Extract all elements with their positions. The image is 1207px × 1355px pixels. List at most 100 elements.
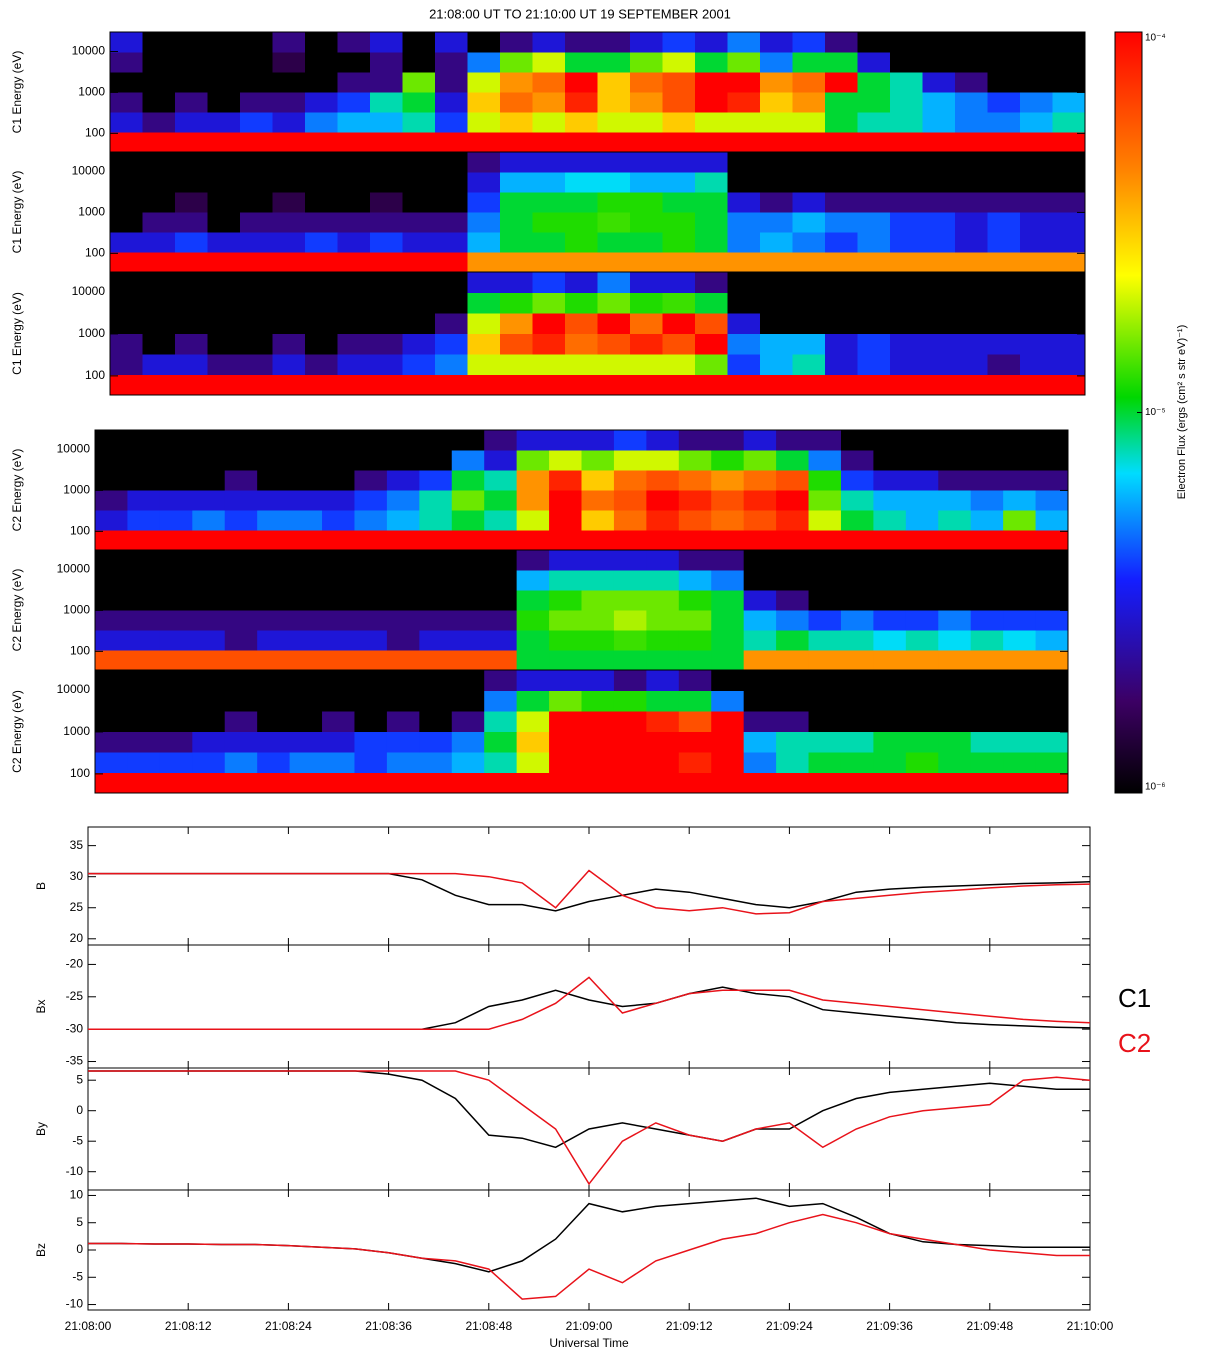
heatmap-cell	[484, 711, 518, 732]
heatmap-cell	[142, 232, 176, 253]
heatmap-cell	[322, 772, 355, 794]
heatmap-cell	[695, 192, 728, 213]
heatmap-cell	[354, 550, 388, 571]
heatmap-cell	[322, 570, 355, 591]
y-tick-label: 5	[76, 1215, 83, 1229]
heatmap-cell	[905, 650, 939, 671]
heatmap-cell	[337, 333, 371, 355]
heatmap-cell	[337, 172, 371, 193]
heatmap-cell	[1003, 711, 1037, 732]
heatmap-cell	[1035, 650, 1069, 671]
heatmap-cell	[451, 670, 485, 691]
heatmap-cell	[1003, 490, 1037, 511]
heatmap-cell	[825, 374, 858, 396]
heatmap-cell	[435, 172, 468, 193]
y-axis-label: B	[34, 882, 48, 890]
heatmap-cell	[207, 374, 241, 396]
heatmap-cell	[970, 450, 1004, 471]
heatmap-cell	[743, 430, 777, 451]
heatmap-cell	[175, 212, 208, 233]
heatmap-cell	[955, 333, 988, 355]
y-tick-label: 10000	[57, 562, 91, 576]
heatmap-cell	[484, 490, 518, 511]
heatmap-cell	[955, 112, 988, 133]
heatmap-cell	[159, 510, 193, 531]
heatmap-cell	[532, 232, 566, 253]
heatmap-cell	[808, 752, 842, 773]
heatmap-cell	[840, 510, 874, 531]
heatmap-cell	[970, 752, 1004, 773]
heatmap-cell	[322, 430, 355, 451]
heatmap-cell	[354, 470, 388, 491]
heatmap-cell	[1052, 192, 1086, 213]
heatmap-cell	[386, 430, 420, 451]
heatmap-cell	[662, 112, 696, 133]
y-tick-label: 30	[70, 869, 84, 883]
heatmap-cell	[386, 550, 420, 571]
heatmap-cell	[467, 132, 501, 153]
heatmap-cell	[127, 470, 161, 491]
heatmap-cell	[890, 252, 923, 273]
heatmap-cell	[305, 192, 338, 213]
heatmap-cell	[354, 772, 388, 794]
heatmap-cell	[289, 711, 323, 732]
heatmap-cell	[175, 92, 208, 113]
heatmap-cell	[532, 272, 566, 293]
heatmap-cell	[922, 112, 956, 133]
heatmap-cell	[857, 292, 891, 314]
heatmap-cell	[581, 610, 615, 631]
heatmap-cell	[565, 92, 598, 113]
heatmap-cell	[905, 752, 939, 773]
heatmap-cell	[435, 354, 468, 375]
heatmap-cell	[792, 272, 826, 293]
heatmap-cell	[224, 530, 258, 551]
heatmap-cell	[532, 32, 566, 53]
heatmap-cell	[240, 252, 273, 273]
heatmap-cell	[95, 752, 128, 773]
heatmap-cell	[597, 232, 631, 253]
heatmap-cell	[662, 32, 696, 53]
heatmap-cell	[630, 192, 663, 213]
heatmap-cell	[516, 650, 550, 671]
heatmap-cell	[402, 52, 436, 73]
y-axis-label: Bz	[34, 1243, 48, 1257]
y-axis-label: By	[34, 1122, 48, 1136]
heatmap-cell	[549, 731, 582, 753]
heatmap-cell	[192, 752, 226, 773]
heatmap-cell	[857, 172, 891, 193]
y-tick-label: 100	[85, 246, 105, 260]
heatmap-cell	[987, 92, 1021, 113]
heatmap-cell	[386, 490, 420, 511]
heatmap-cell	[451, 570, 485, 591]
heatmap-cell	[240, 333, 273, 355]
heatmap-cell	[760, 272, 793, 293]
heatmap-cell	[500, 252, 533, 273]
heatmap-cell	[272, 313, 306, 334]
heatmap-cell	[905, 711, 939, 732]
heatmap-cell	[110, 92, 143, 113]
heatmap-cell	[711, 530, 745, 551]
colorbar-tick-label: 10⁻⁴	[1145, 33, 1166, 44]
heatmap-cell	[711, 470, 745, 491]
heatmap-cell	[402, 272, 436, 293]
series-line	[88, 1213, 1090, 1300]
heatmap-cell	[1003, 752, 1037, 773]
heatmap-cell	[776, 450, 810, 471]
heatmap-cell	[337, 272, 371, 293]
heatmap-cell	[890, 374, 923, 396]
heatmap-cell	[354, 690, 388, 712]
heatmap-cell	[678, 752, 712, 773]
heatmap-cell	[1003, 590, 1037, 611]
heatmap-cell	[873, 510, 907, 531]
heatmap-cell	[257, 510, 291, 531]
heatmap-cell	[662, 313, 696, 334]
heatmap-cell	[630, 212, 663, 233]
heatmap-cell	[678, 650, 712, 671]
heatmap-cell	[970, 490, 1004, 511]
heatmap-cell	[192, 570, 226, 591]
heatmap-cell	[695, 354, 728, 375]
heatmap-cell	[905, 450, 939, 471]
heatmap-cell	[289, 490, 323, 511]
heatmap-cell	[1052, 292, 1086, 314]
